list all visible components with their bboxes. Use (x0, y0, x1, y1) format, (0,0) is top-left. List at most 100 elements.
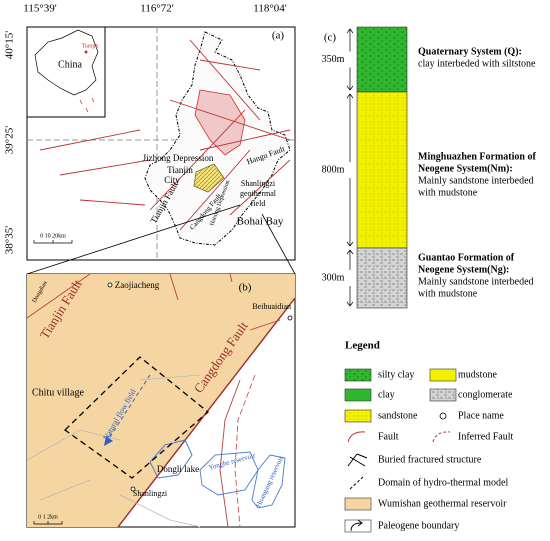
thickness-label: 350m (322, 54, 345, 65)
label: Tianjin (167, 165, 193, 175)
legend-swatch (429, 388, 457, 402)
longitude-label: 115°39' (23, 3, 56, 15)
fault-line (59, 159, 151, 176)
thickness-label: 300m (322, 272, 345, 283)
latitude-label: 39°25' (4, 126, 16, 154)
fault-line (219, 379, 241, 528)
label: Shanlingzi (241, 179, 276, 188)
inset-frame (26, 26, 106, 118)
fault-line (149, 109, 246, 211)
stratum-title: Neogene System(Ng): (418, 264, 509, 275)
legend-swatch (349, 476, 364, 490)
label: Chitu village (32, 387, 85, 398)
thickness-arrow (346, 93, 354, 247)
legend-label: Paleogene boundary (378, 520, 459, 531)
paleogene-boundary (119, 494, 201, 528)
wumishan-reservoir (27, 274, 295, 527)
place-marker (287, 315, 293, 321)
label: Shanlingzi (133, 489, 168, 498)
thickness-label: 800m (322, 164, 345, 175)
legend-title: Legend (345, 340, 380, 352)
dongli-lake (149, 439, 193, 479)
longitude-label: 116°72' (140, 3, 173, 15)
label: Bohai Bay (237, 216, 284, 228)
legend-label: conglomerate (458, 389, 513, 400)
stratum-description: with mudstone (418, 288, 478, 299)
place-marker (107, 282, 113, 288)
stratum-title: Guantao Formation of (418, 252, 515, 263)
tianjin-marker (84, 50, 88, 54)
inferred-fault (234, 374, 256, 528)
paleogene-boundary (139, 374, 201, 381)
huangang-reservoir (251, 454, 286, 509)
label: Jizhong Depression (143, 153, 214, 163)
stratum-title: Quaternary System (Q): (418, 46, 522, 57)
legend-label: Wumishan geothermal reservoir (378, 498, 507, 509)
latitude-label: 40°15' (4, 31, 16, 59)
zoom-line (26, 204, 241, 275)
panel-label: (c) (324, 32, 337, 44)
fault-line (249, 319, 281, 331)
stratum-description: with mudstone (418, 187, 478, 198)
legend-swatch (344, 388, 372, 402)
country-label: China (58, 59, 82, 70)
legend-label: silty clay (378, 369, 414, 380)
scale-label: 0 10 20km (40, 233, 66, 239)
islands (79, 97, 95, 113)
thickness-arrow (346, 249, 354, 307)
label: Beihuaidian (252, 302, 291, 311)
stratum (356, 91, 408, 249)
legend-swatch (347, 431, 366, 443)
legend-swatch (429, 368, 457, 382)
fault-line (189, 39, 261, 121)
legend-label: sandstone (378, 410, 418, 421)
legend-swatch (344, 409, 372, 423)
label: Zaojiacheng (115, 280, 160, 290)
legend-swatch (344, 368, 372, 382)
urban-area (194, 89, 246, 156)
zoom-line (261, 213, 296, 275)
legend-label: Fault (378, 431, 399, 442)
legend-label: clay (378, 389, 395, 400)
flow-arrow (107, 374, 151, 441)
thickness-arrow (346, 28, 354, 91)
longitude-label: 118°04' (253, 3, 286, 15)
fault-line (79, 199, 146, 206)
scale-bar (33, 521, 63, 525)
fault-line (169, 99, 291, 141)
legend-label: Domain of hydro-thermal model (378, 477, 508, 488)
label: geothermal (240, 189, 277, 198)
panel-label: (a) (272, 30, 285, 42)
fault-line (229, 273, 233, 283)
legend-swatch (439, 412, 447, 420)
legend-swatch (347, 453, 368, 467)
stratum-description: Mainly sandstone interbeded (418, 175, 534, 186)
place-marker (130, 486, 136, 492)
fault-line (26, 273, 91, 319)
legend-swatch (350, 519, 363, 532)
fault-line (199, 59, 261, 71)
model-domain (63, 356, 210, 479)
stratum-title: Neogene System(Nm): (418, 163, 513, 174)
fault-line (179, 149, 251, 231)
stratum-description: Mainly sandstone interbeded (418, 276, 534, 287)
label: City (164, 175, 180, 185)
label: Dongli lake (157, 464, 199, 474)
panel-label: (b) (239, 282, 252, 294)
stratum-description: clay interbeded with siltstone (418, 58, 536, 69)
legend-label: Buried fractured structure (378, 454, 482, 465)
fault-line (169, 273, 179, 301)
fault-line (229, 159, 291, 216)
scale-label: 0 1 2km (38, 514, 58, 520)
stratum-title: Minghuazhen Formation of (418, 151, 536, 162)
label: field (251, 199, 266, 208)
stratum (356, 247, 408, 309)
legend-label: Inferred Fault (458, 431, 513, 442)
legend-swatch (344, 497, 372, 511)
stratum (356, 26, 408, 93)
paleogene-boundary (39, 479, 91, 501)
legend-label: Place name (458, 410, 504, 421)
china-outline (34, 29, 99, 96)
